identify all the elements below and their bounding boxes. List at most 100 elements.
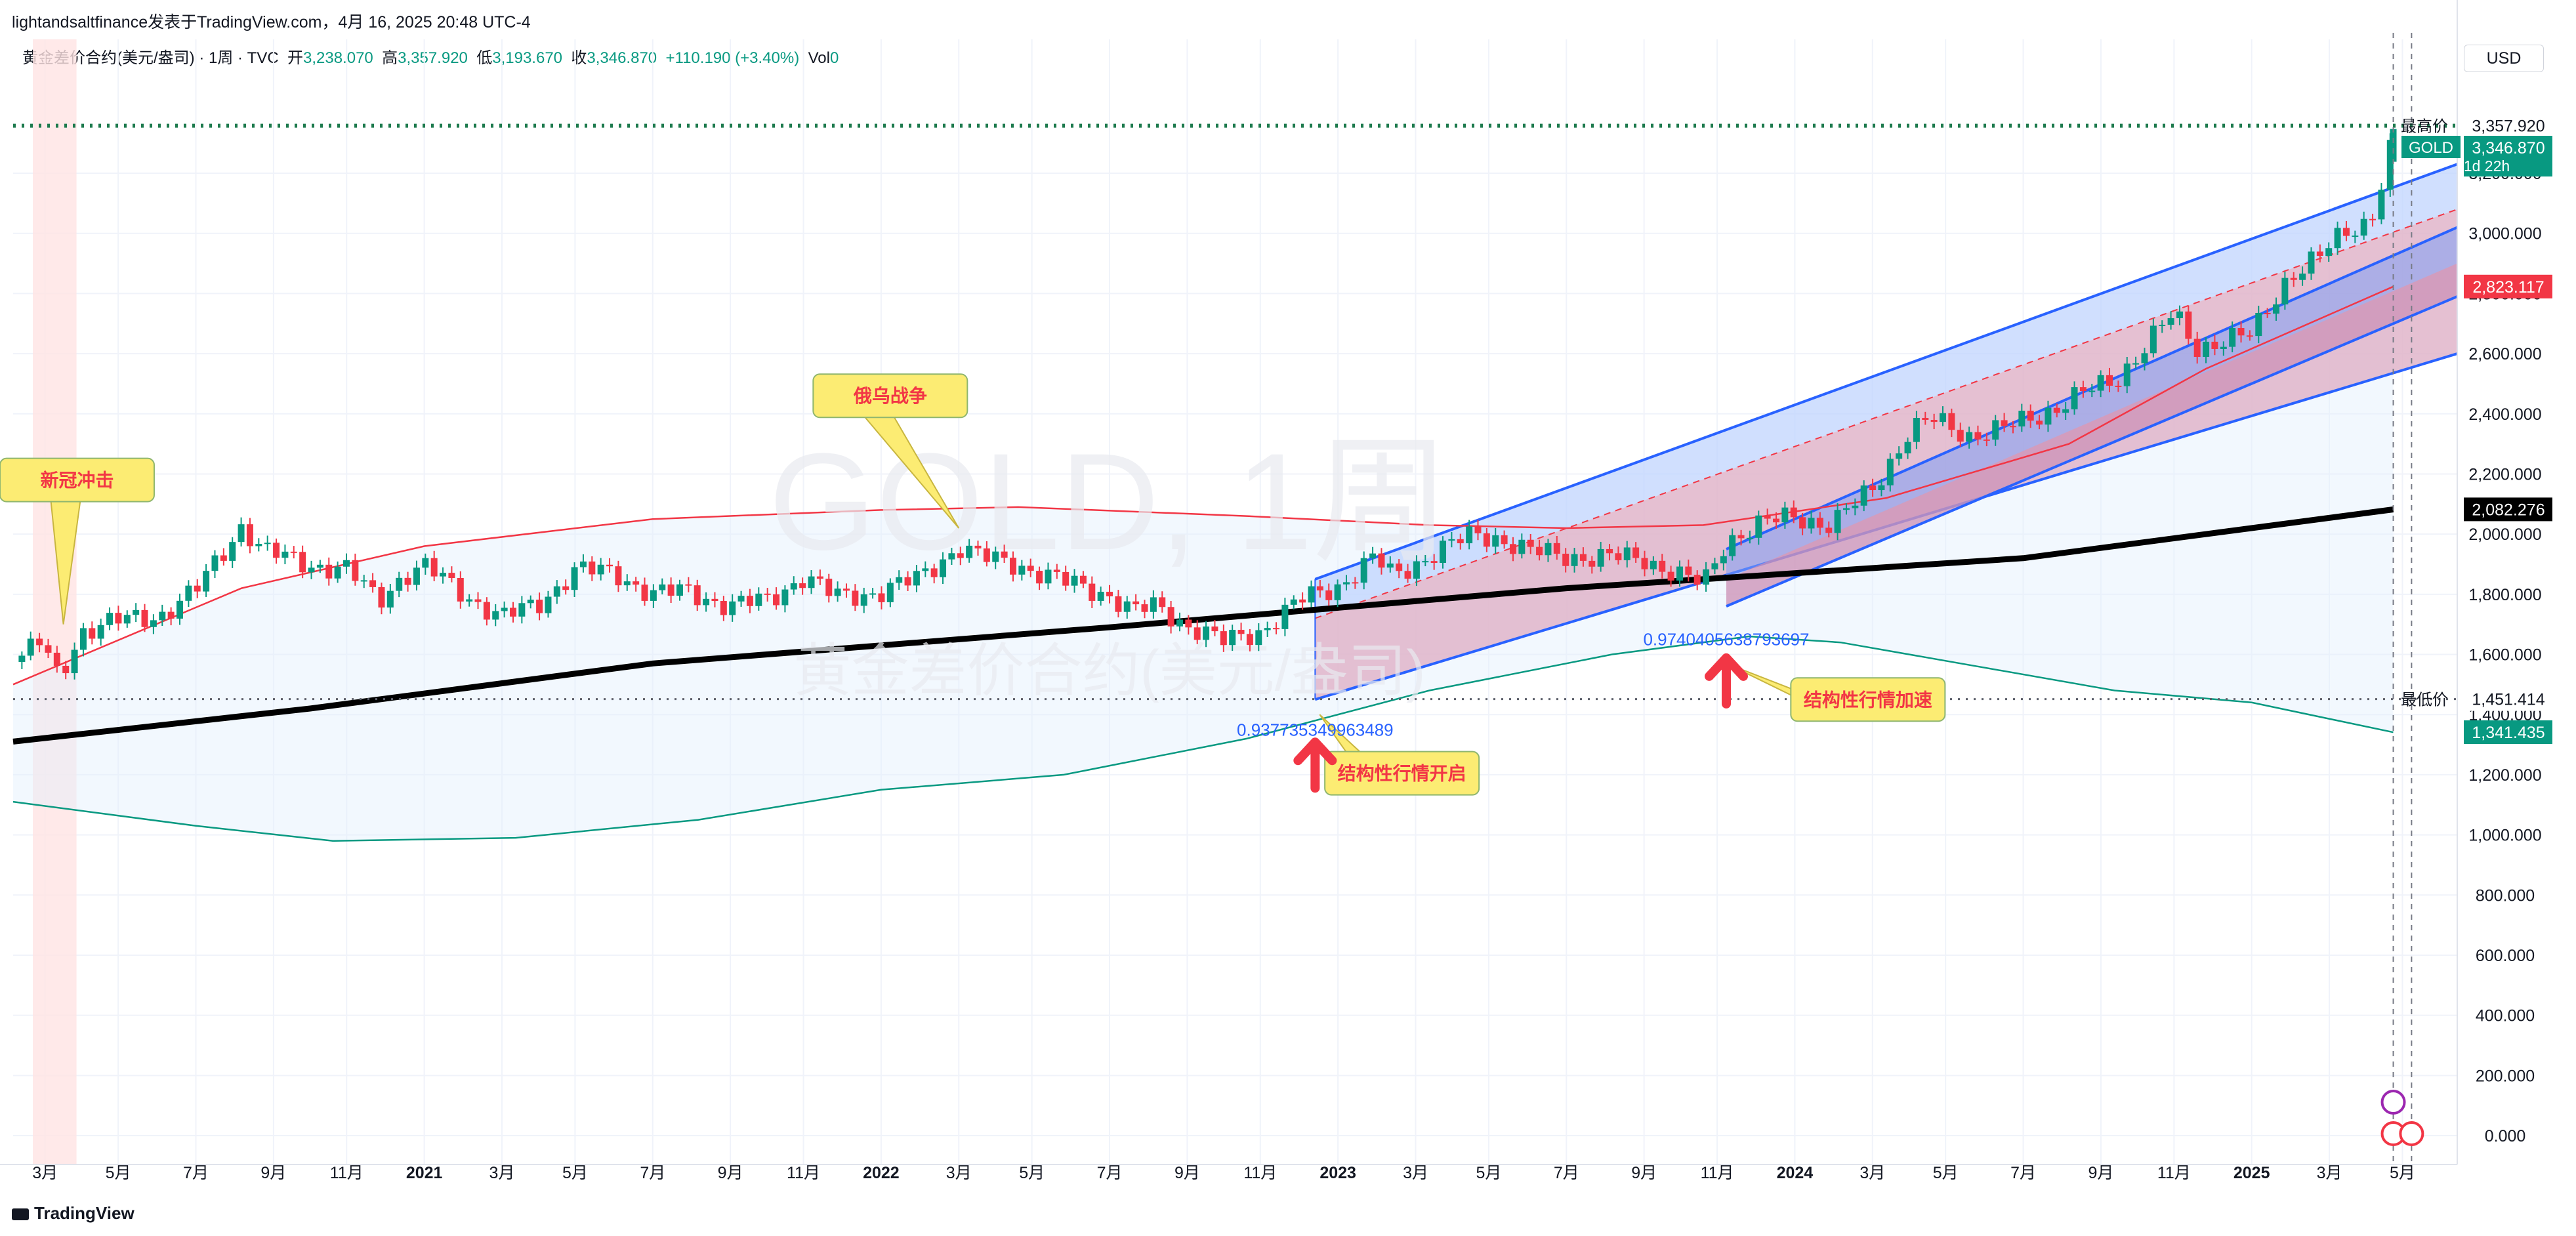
candle-body — [150, 620, 157, 627]
candle-body — [860, 594, 867, 606]
candle-body — [220, 555, 227, 561]
price-label-bg — [2466, 687, 2551, 711]
candle-body — [194, 585, 201, 592]
moving-average-line — [12, 506, 2394, 745]
x-tick-label: 11月 — [1701, 1164, 1734, 1182]
candle-body — [1001, 551, 1008, 558]
candle-body — [703, 598, 710, 606]
candle-body — [360, 580, 367, 582]
candle-body — [1518, 539, 1526, 554]
candle-body — [474, 599, 482, 602]
candle-body — [1203, 626, 1210, 640]
candle-body — [386, 590, 394, 608]
candle-body — [2386, 140, 2394, 190]
candle-body — [1352, 582, 1359, 584]
candle-body — [2246, 335, 2253, 337]
candle-body — [940, 559, 947, 577]
candle-body — [1474, 526, 1482, 533]
candle-body — [1790, 507, 1797, 518]
callout-box — [1324, 751, 1480, 796]
candle-body — [1615, 553, 1622, 560]
x-tick-label: 9月 — [1174, 1164, 1200, 1182]
y-tick-label: 1,800.000 — [2468, 586, 2541, 604]
candle-body — [816, 576, 823, 579]
candle-body — [2132, 363, 2140, 365]
candle-body — [1053, 569, 1060, 572]
candle-body — [1781, 507, 1789, 523]
candle-body — [1097, 592, 1104, 601]
candle-body — [290, 551, 297, 553]
x-tick-label: 9月 — [1631, 1164, 1657, 1182]
candle-body — [36, 638, 43, 646]
candle-body — [159, 611, 166, 621]
candle-body — [1650, 560, 1657, 569]
candle-body — [2176, 311, 2183, 319]
low-label: 低 — [476, 49, 493, 67]
candle-body — [1703, 569, 1710, 585]
candle-body — [89, 628, 96, 639]
candle-body — [1659, 560, 1666, 572]
currency-selector[interactable]: USD — [2464, 45, 2544, 72]
x-tick-label: 11月 — [330, 1164, 364, 1182]
x-tick-label: 2025 — [2233, 1164, 2270, 1182]
candle-body — [825, 579, 833, 596]
candle-body — [1755, 515, 1762, 538]
candle-body — [1159, 597, 1166, 608]
candle-body — [1273, 628, 1280, 630]
candle-body — [1589, 560, 1596, 567]
price-tag-bg — [2464, 136, 2552, 177]
high-value: 3,357.920 — [398, 49, 468, 67]
candle-body — [913, 571, 920, 586]
callout-text: 结构性行情加速 — [1804, 689, 1932, 710]
candle-body — [352, 560, 359, 581]
candle-body — [2352, 236, 2359, 237]
candle-body — [571, 567, 578, 590]
event-icon — [2380, 1090, 2406, 1115]
candle-body — [2009, 426, 2016, 428]
candle-body — [2167, 318, 2174, 325]
callout-box — [0, 457, 155, 503]
candle-body — [483, 602, 490, 620]
candle-body — [2211, 341, 2218, 349]
candle-body — [1308, 586, 1315, 603]
candle-body — [2316, 251, 2323, 257]
x-tick-label: 11月 — [787, 1164, 820, 1182]
x-tick-label: 5月 — [1019, 1164, 1045, 1182]
candle-body — [229, 542, 236, 561]
candle-body — [1834, 510, 1841, 533]
candle-body — [720, 601, 727, 615]
candle-body — [896, 577, 903, 583]
candle-body — [1211, 626, 1218, 632]
tradingview-footer[interactable]: TradingView — [12, 1203, 135, 1224]
candle-body — [1746, 537, 1753, 539]
open-label: 开 — [287, 49, 303, 67]
candle-body — [685, 584, 692, 586]
candle-body — [1009, 558, 1016, 575]
x-tick-label: 5月 — [2390, 1164, 2415, 1182]
candle-body — [1816, 518, 1823, 528]
candle-body — [1983, 439, 1990, 441]
x-tick-label: 3月 — [946, 1164, 972, 1182]
candle-body — [264, 543, 271, 545]
x-tick-label: 11月 — [1243, 1164, 1277, 1182]
candle-body — [1123, 601, 1131, 612]
symbol-tag-name: GOLD — [2409, 139, 2453, 157]
candle-body — [255, 544, 262, 546]
candle-body — [1904, 442, 1911, 454]
candle-body — [325, 564, 333, 579]
candle-body — [2150, 325, 2157, 354]
candle-body — [2027, 411, 2034, 421]
candle-body — [378, 587, 385, 608]
candle-body — [2045, 407, 2052, 425]
x-tick-label: 7月 — [183, 1164, 209, 1182]
candle-body — [1194, 627, 1201, 640]
candle-body — [922, 568, 929, 571]
candle-body — [2281, 278, 2289, 305]
candle-body — [1799, 517, 1806, 529]
price-tag-value: 2,082.276 — [2472, 501, 2545, 519]
tradingview-logo-icon — [12, 1208, 29, 1221]
candle-body — [957, 553, 964, 558]
candle-body — [1440, 541, 1447, 563]
candle-body — [1606, 548, 1613, 554]
